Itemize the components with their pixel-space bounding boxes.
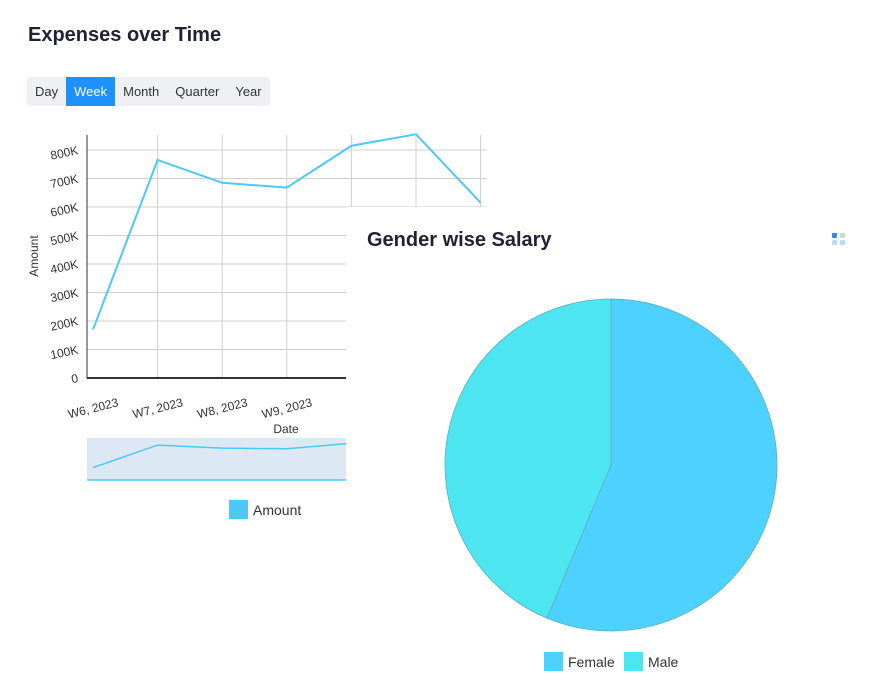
- period-quarter-button[interactable]: Quarter: [167, 77, 227, 106]
- x-tick-label: W7, 2023: [131, 395, 185, 421]
- period-month-button[interactable]: Month: [115, 77, 167, 106]
- legend-male[interactable]: Male: [624, 652, 678, 671]
- legend-female-label: Female: [568, 653, 615, 670]
- gender-chart-title: Gender wise Salary: [367, 229, 552, 251]
- y-tick-label: 100K: [49, 343, 79, 363]
- y-tick-label: 700K: [49, 172, 79, 192]
- legend-male-label: Male: [648, 653, 679, 670]
- y-tick-label: 0: [70, 371, 80, 386]
- y-tick-label: 300K: [49, 286, 79, 306]
- period-week-button[interactable]: Week: [66, 77, 116, 106]
- legend-female-swatch: [544, 652, 563, 671]
- chart-menu-icon[interactable]: [832, 233, 846, 247]
- y-tick-label: 500K: [49, 229, 79, 249]
- legend-amount-swatch: [229, 500, 248, 519]
- x-tick-label: W9, 2023: [260, 395, 314, 421]
- navigator-range: [87, 438, 346, 480]
- x-tick-label: W8, 2023: [196, 395, 250, 421]
- y-tick-label: 800K: [49, 143, 79, 163]
- y-tick-label: 400K: [49, 257, 79, 277]
- legend-male-swatch: [624, 652, 643, 671]
- pie-slice-female: [546, 298, 778, 632]
- gender-pie-chart: [444, 298, 778, 632]
- pie-slice-male: [444, 298, 612, 619]
- series-amount-line: [92, 133, 482, 330]
- expenses-chart-title: Expenses over Time: [28, 24, 222, 46]
- period-day-button[interactable]: Day: [27, 77, 66, 106]
- legend-amount-label: Amount: [253, 501, 302, 518]
- x-tick-label: W6, 2023: [66, 395, 120, 421]
- y-tick-label: 200K: [49, 314, 79, 334]
- period-selector: Day Week Month Quarter Year: [27, 77, 270, 106]
- period-year-button[interactable]: Year: [227, 77, 269, 106]
- y-tick-label: 600K: [49, 200, 79, 220]
- y-axis-title: Amount: [27, 235, 41, 277]
- navigator-series-line: [92, 442, 352, 469]
- x-axis-title: Date: [273, 422, 299, 436]
- legend-amount[interactable]: Amount: [229, 500, 301, 519]
- legend-female[interactable]: Female: [544, 652, 615, 671]
- gender-salary-card: Gender wise Salary Female Male: [346, 207, 877, 694]
